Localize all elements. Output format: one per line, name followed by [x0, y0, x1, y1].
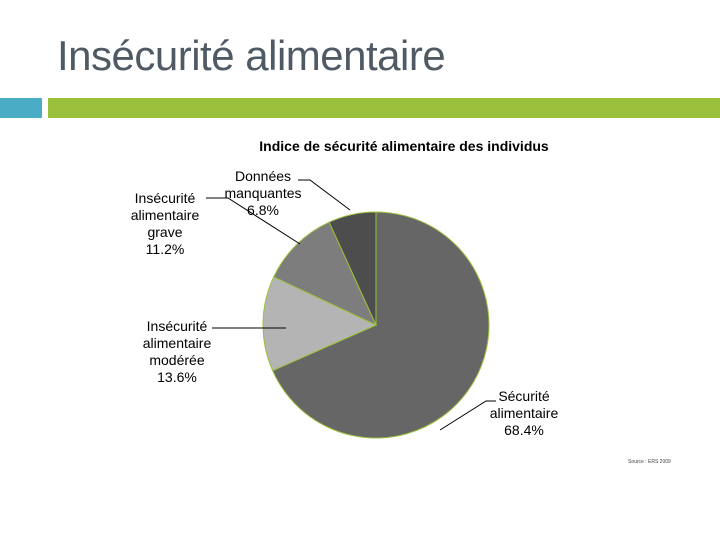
chart-title: Indice de sécurité alimentaire des indiv…	[259, 138, 549, 154]
leader-line	[206, 197, 301, 245]
accent-bar-blue	[0, 98, 42, 118]
pie-slices	[262, 211, 490, 439]
slice-label-line: grave	[147, 224, 182, 240]
slice-label: Insécurité alimentaire modérée 13.6%	[143, 318, 212, 385]
slice-label-line: 6.8%	[247, 202, 279, 218]
slice-label-line: manquantes	[224, 185, 301, 201]
slice-label-line: Insécurité	[147, 318, 208, 334]
slice-label-line: Sécurité	[498, 388, 550, 404]
slice-label-line: Insécurité	[135, 190, 196, 206]
slice-label-line: modérée	[149, 352, 204, 368]
leader-line	[439, 400, 496, 431]
leader-lines	[206, 179, 496, 431]
pie-slice	[328, 211, 377, 326]
slice-label-line: Données	[235, 168, 291, 184]
slice-label: Insécurité alimentaire grave 11.2%	[131, 190, 200, 257]
pie-slice	[262, 276, 378, 372]
slice-label: Sécurité alimentaire 68.4%	[490, 388, 559, 438]
slice-label-line: 13.6%	[157, 369, 197, 385]
pie-slice	[273, 221, 378, 327]
leader-line	[298, 179, 351, 211]
slice-label: Données manquantes 6.8%	[224, 168, 301, 218]
slice-label-line: 68.4%	[504, 422, 544, 438]
slice-labels: Sécurité alimentaire 68.4%Insécurité alimen…	[131, 168, 559, 438]
slide-title: Insécurité alimentaire	[57, 32, 446, 79]
slice-label-line: alimentaire	[490, 405, 559, 421]
source-note: Source : ERS 2009	[628, 459, 671, 465]
pie-slice	[271, 211, 490, 439]
slice-label-line: alimentaire	[131, 207, 200, 223]
slice-label-line: 11.2%	[146, 241, 185, 257]
accent-bar-green	[48, 98, 720, 118]
slice-label-line: alimentaire	[143, 335, 212, 351]
